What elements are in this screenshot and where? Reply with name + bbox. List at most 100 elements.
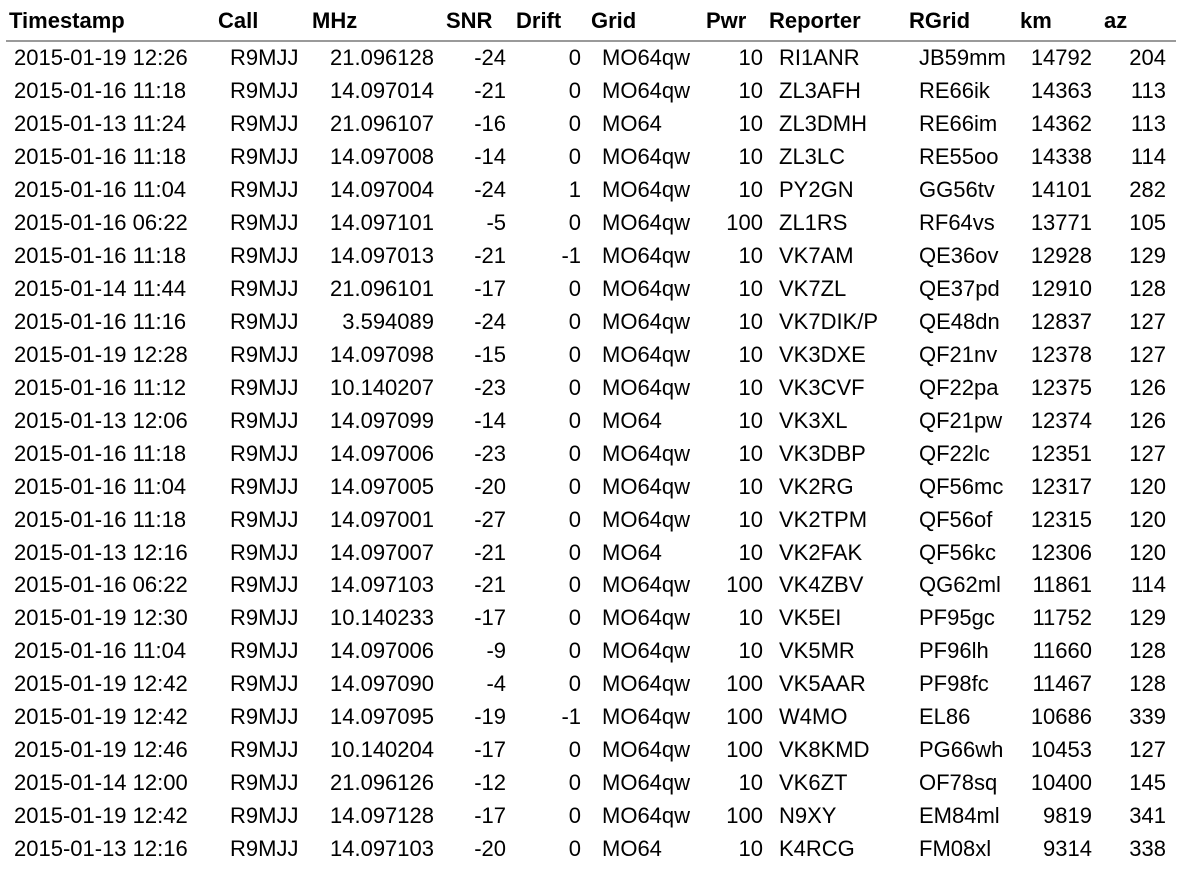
cell-km: 10453 [1030,737,1092,763]
cell-snr: -17 [474,737,506,763]
cell-az: 120 [1129,539,1166,565]
cell-pwr: 100 [726,210,763,236]
cell-drift: 0 [568,770,581,796]
cell-reporter: RI1ANR [779,45,860,71]
cell-km: 12910 [1030,276,1092,302]
cell-call: R9MJJ [230,704,299,730]
cell-rgrid: QE48dn [919,308,1000,334]
cell-az: 129 [1129,243,1166,269]
header-snr: SNR [446,4,516,42]
cell-grid: MO64qw [602,144,691,170]
table-row: 2015-01-19 12:42 R9MJJ 14.097090 -4 0 MO64qw 1… [6,668,1176,701]
cell-pwr: 10 [738,539,763,565]
cell-mhz: 14.097128 [330,803,434,829]
cell-grid: MO64 [602,111,662,137]
cell-drift: 0 [568,539,581,565]
cell-drift: 0 [568,835,581,861]
cell-grid: MO64qw [602,803,691,829]
cell-timestamp: 2015-01-19 12:42 [14,803,188,829]
cell-rgrid: EM84ml [919,803,1000,829]
table-row: 2015-01-14 11:44 R9MJJ 21.096101 -17 0 MO64qw… [6,273,1176,306]
cell-pwr: 10 [738,341,763,367]
cell-timestamp: 2015-01-14 11:44 [14,276,187,302]
cell-az: 127 [1129,737,1166,763]
cell-timestamp: 2015-01-13 11:24 [14,111,187,137]
cell-call: R9MJJ [230,243,299,269]
cell-mhz: 21.096101 [330,276,434,302]
cell-km: 9819 [1043,803,1092,829]
cell-timestamp: 2015-01-16 11:18 [14,506,187,532]
header-reporter: Reporter [769,4,909,42]
cell-drift: 0 [568,341,581,367]
cell-mhz: 14.097099 [330,407,434,433]
cell-mhz: 14.097004 [330,177,434,203]
cell-km: 10686 [1030,704,1092,730]
cell-pwr: 100 [726,704,763,730]
table-row: 2015-01-19 12:46 R9MJJ 10.140204 -17 0 MO64qw… [6,734,1176,767]
cell-drift: 0 [568,638,581,664]
cell-az: 128 [1129,671,1166,697]
cell-az: 127 [1129,440,1166,466]
cell-rgrid: RE55oo [919,144,999,170]
cell-grid: MO64 [602,835,662,861]
cell-grid: MO64qw [602,737,691,763]
cell-drift: 0 [568,506,581,532]
cell-call: R9MJJ [230,539,299,565]
table-row: 2015-01-16 11:18 R9MJJ 14.097008 -14 0 MO64qw… [6,141,1176,174]
cell-snr: -14 [474,144,506,170]
cell-call: R9MJJ [230,374,299,400]
cell-snr: -23 [474,374,506,400]
cell-az: 127 [1129,308,1166,334]
table-row: 2015-01-16 11:04 R9MJJ 14.097005 -20 0 MO64qw… [6,470,1176,503]
cell-call: R9MJJ [230,407,299,433]
header-grid: Grid [591,4,706,42]
cell-call: R9MJJ [230,210,299,236]
table-row: 2015-01-16 11:12 R9MJJ 10.140207 -23 0 MO64qw… [6,371,1176,404]
cell-pwr: 100 [726,803,763,829]
cell-snr: -17 [474,803,506,829]
cell-az: 120 [1129,506,1166,532]
cell-grid: MO64qw [602,78,691,104]
cell-pwr: 10 [738,770,763,796]
table-row: 2015-01-19 12:42 R9MJJ 14.097095 -19 -1 MO64q… [6,701,1176,734]
cell-call: R9MJJ [230,605,299,631]
cell-reporter: VK3DBP [779,440,866,466]
cell-timestamp: 2015-01-16 11:04 [14,638,187,664]
cell-az: 128 [1129,276,1166,302]
cell-call: R9MJJ [230,45,299,71]
cell-km: 12378 [1030,341,1092,367]
table-row: 2015-01-16 11:18 R9MJJ 14.097014 -21 0 MO64qw… [6,75,1176,108]
cell-drift: -1 [561,704,581,730]
cell-call: R9MJJ [230,276,299,302]
cell-mhz: 14.097103 [330,572,434,598]
cell-pwr: 10 [738,243,763,269]
cell-timestamp: 2015-01-13 12:16 [14,835,188,861]
cell-reporter: VK7DIK/P [779,308,879,334]
cell-timestamp: 2015-01-19 12:26 [14,45,188,71]
cell-az: 145 [1129,770,1166,796]
cell-pwr: 10 [738,177,763,203]
cell-rgrid: GG56tv [919,177,995,203]
cell-mhz: 21.096107 [330,111,434,137]
cell-drift: 0 [568,572,581,598]
cell-timestamp: 2015-01-19 12:46 [14,737,188,763]
cell-reporter: VK4ZBV [779,572,864,598]
cell-reporter: VK8KMD [779,737,870,763]
cell-km: 11467 [1032,671,1092,697]
cell-call: R9MJJ [230,341,299,367]
cell-grid: MO64qw [602,605,691,631]
cell-reporter: VK6ZT [779,770,848,796]
cell-reporter: VK5MR [779,638,855,664]
cell-call: R9MJJ [230,308,299,334]
cell-drift: 0 [568,737,581,763]
cell-grid: MO64qw [602,473,691,499]
cell-rgrid: QG62ml [919,572,1001,598]
cell-reporter: VK2RG [779,473,854,499]
cell-timestamp: 2015-01-19 12:42 [14,704,188,730]
cell-grid: MO64qw [602,572,691,598]
cell-grid: MO64qw [602,276,691,302]
cell-pwr: 100 [726,737,763,763]
cell-call: R9MJJ [230,177,299,203]
cell-drift: 0 [568,210,581,236]
cell-grid: MO64qw [602,374,691,400]
